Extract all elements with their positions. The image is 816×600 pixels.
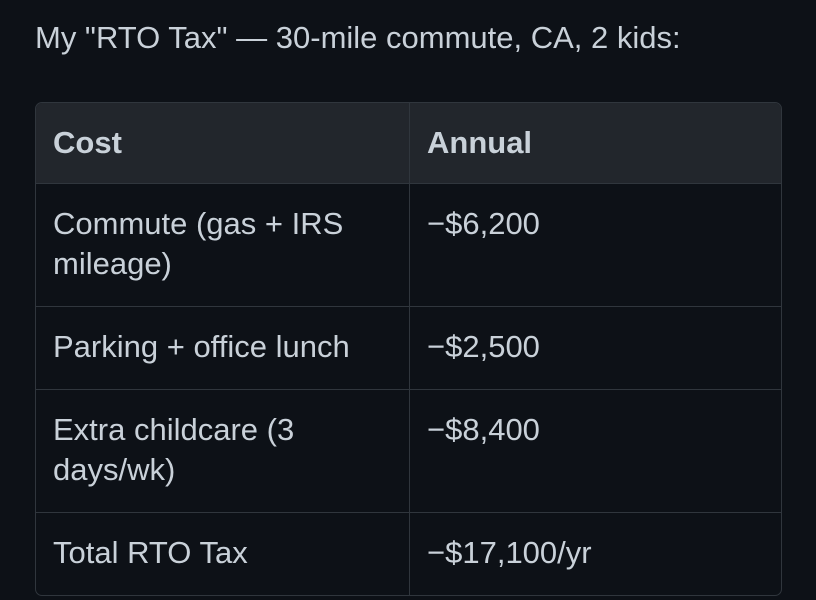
cell-cost: Extra childcare (3 days/wk) [36,390,410,513]
cell-cost: Total RTO Tax [36,513,410,595]
cell-cost: Parking + office lunch [36,307,410,390]
cell-annual: −$6,200 [410,184,781,307]
cell-annual: −$2,500 [410,307,781,390]
header-annual: Annual [410,103,781,184]
header-cost: Cost [36,103,410,184]
cell-cost: Commute (gas + IRS mileage) [36,184,410,307]
cell-annual: −$17,100/yr [427,535,592,570]
table-row: Parking + office lunch −$2,500 [36,307,781,390]
message-heading: My "RTO Tax" — 30-mile commute, CA, 2 ki… [35,20,681,55]
table-row: Extra childcare (3 days/wk) −$8,400 [36,390,781,513]
table-row: Commute (gas + IRS mileage) −$6,200 [36,184,781,307]
table-header-row: Cost Annual [36,103,781,184]
cell-annual: −$8,400 [410,390,781,513]
rto-cost-table: Cost Annual Commute (gas + IRS mileage) … [35,102,782,596]
table-row-total: Total RTO Tax −$17,100/yr [36,513,781,595]
